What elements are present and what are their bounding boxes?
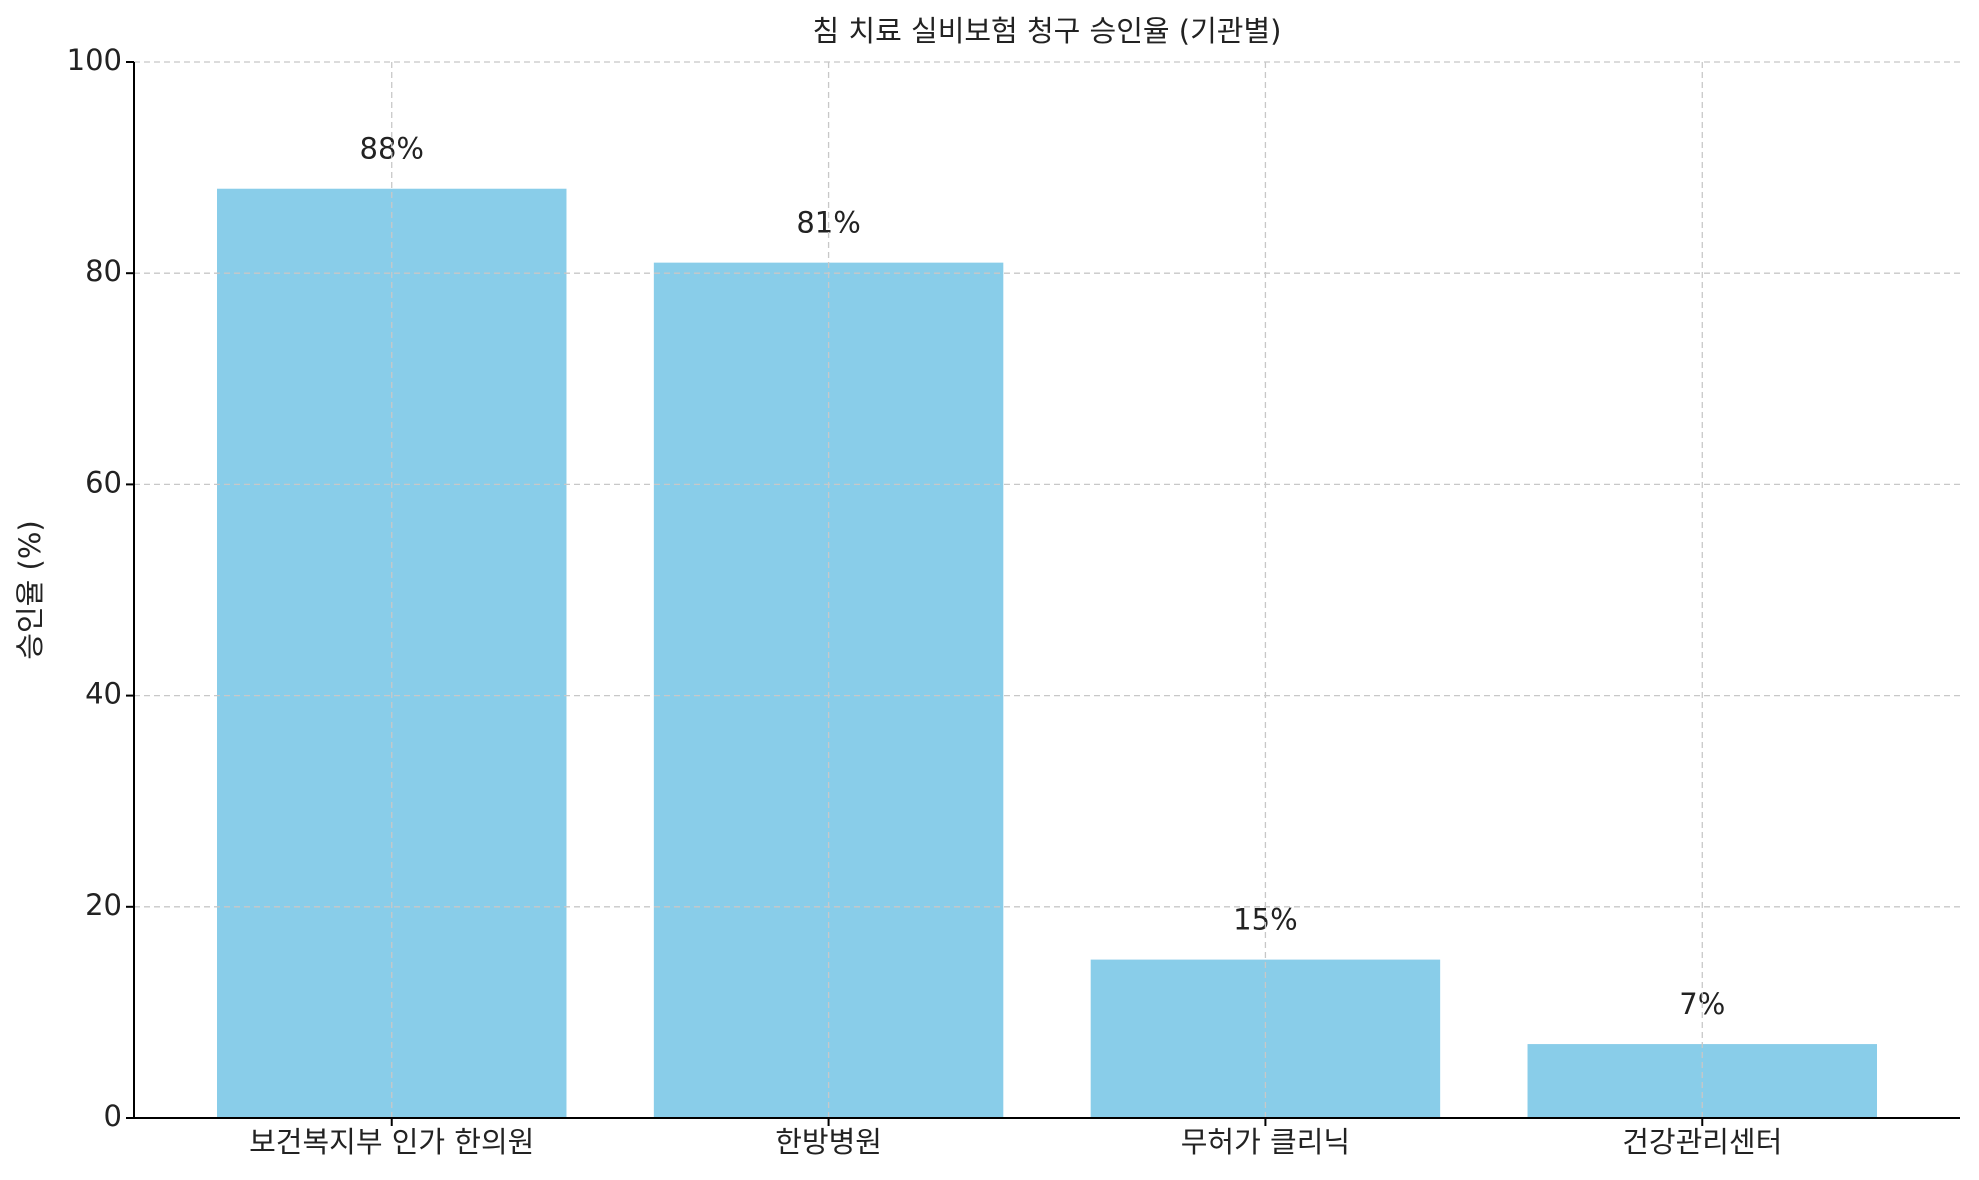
y-tick-label: 100	[67, 43, 122, 77]
x-tick-label: 한방병원	[775, 1125, 882, 1159]
bar	[653, 262, 1004, 1118]
chart-title: 침 치료 실비보험 청구 승인율 (기관별)	[813, 14, 1282, 48]
x-tick-label: 무허가 클리닉	[1181, 1125, 1350, 1159]
y-axis-label: 승인율 (%)	[13, 520, 47, 659]
y-tick-label: 60	[85, 465, 122, 499]
y-tick-label: 40	[85, 677, 122, 711]
y-tick-label: 0	[104, 1099, 122, 1133]
x-tick-label: 보건복지부 인가 한의원	[249, 1125, 534, 1159]
y-tick-label: 20	[85, 888, 122, 922]
y-tick-label: 80	[85, 254, 122, 288]
value-label: 15%	[1233, 903, 1297, 937]
x-tick-label: 건강관리센터	[1622, 1125, 1782, 1159]
